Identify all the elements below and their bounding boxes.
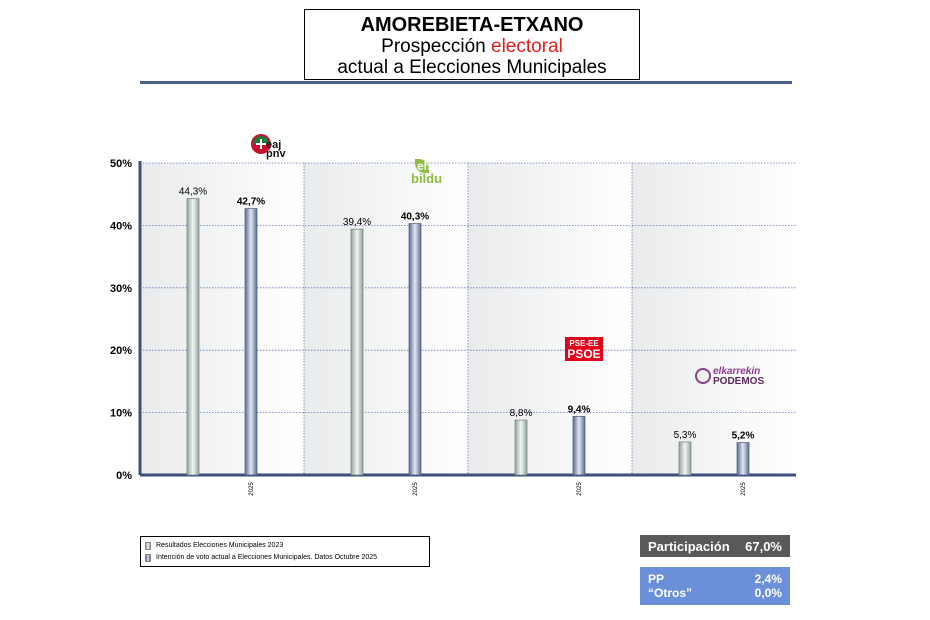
chart-subtitle-line1: Prospección electoral (305, 36, 639, 57)
y-tick-label: 0% (116, 470, 132, 482)
podemos-logo-line1: elkarrekin (713, 366, 761, 377)
psoe-logo-line1: PSE-EE (569, 339, 599, 348)
chart-legend: Resultados Elecciones Municipales 2023 I… (140, 536, 430, 567)
bar-2025 (736, 442, 750, 476)
data-label: 8,8% (510, 408, 533, 419)
data-label: 39,4% (343, 217, 371, 228)
y-tick-label: 30% (110, 283, 132, 295)
other-party-row-otros: “Otros” 0,0% (648, 586, 782, 600)
y-tick-label: 20% (110, 345, 132, 357)
title-box: AMOREBIETA-ETXANO Prospección electoral … (304, 9, 640, 80)
y-tick-label: 10% (110, 408, 132, 420)
subtitle-prefix: Prospección (381, 36, 491, 57)
participation-box: Participación 67,0% (640, 535, 790, 557)
other-parties-box: PP 2,4% “Otros” 0,0% (640, 567, 790, 605)
bar-2023 (186, 198, 200, 476)
bildu-logo-text: bildu (411, 171, 443, 186)
legend-item-2025: Intención de voto actual a Elecciones Mu… (145, 552, 425, 564)
legend-label-2023: Resultados Elecciones Municipales 2023 (156, 542, 284, 549)
y-tick-label: 40% (110, 220, 132, 232)
podemos-logo-line2: PODEMOS (713, 376, 765, 387)
participation-value: 67,0% (745, 538, 782, 554)
x-tick-label: 2025 (413, 482, 419, 496)
other-party-label: “Otros” (648, 586, 693, 600)
data-label: 5,3% (674, 430, 697, 441)
eaj-pnv-mark-icon (251, 134, 271, 154)
bildu-leaf-icon (415, 159, 429, 173)
podemos-logo: elkarrekin PODEMOS (695, 366, 773, 388)
category-panel (304, 163, 468, 475)
data-label: 40,3% (401, 212, 429, 223)
psoe-logo: PSE-EE PSOE (565, 337, 603, 361)
x-tick-label: 2025 (249, 482, 255, 496)
bar-2023 (350, 228, 364, 476)
participation-label: Participación (648, 538, 730, 554)
bar-2023 (678, 441, 692, 476)
legend-swatch-2025 (145, 554, 151, 562)
category-panel (468, 163, 632, 475)
bildu-logo-eh: eh (417, 159, 432, 173)
data-label: 44,3% (179, 187, 207, 198)
category-panel (140, 163, 304, 475)
legend-label-2025: Intención de voto actual a Elecciones Mu… (156, 554, 378, 561)
chart-subtitle-line2: actual a Elecciones Municipales (337, 57, 607, 78)
chart-title: AMOREBIETA-ETXANO (360, 14, 584, 36)
eaj-pnv-logo: eaj pnv (250, 133, 298, 163)
bar-2023 (514, 419, 528, 476)
other-party-label: PP (648, 572, 665, 586)
y-tick-label: 50% (110, 158, 132, 170)
other-party-row-pp: PP 2,4% (648, 572, 782, 586)
podemos-heart-icon (695, 368, 711, 384)
title-rule (140, 81, 792, 84)
eaj-pnv-logo-text: eaj pnv (266, 139, 286, 160)
other-party-value: 0,0% (754, 586, 782, 600)
data-label: 42,7% (237, 197, 265, 208)
legend-swatch-2023 (145, 542, 151, 550)
eh-bildu-logo: eh bildu (408, 159, 452, 187)
other-party-value: 2,4% (754, 572, 782, 586)
x-tick-label: 2025 (741, 482, 747, 496)
psoe-logo-line2: PSOE (567, 347, 601, 361)
data-label: 5,2% (732, 431, 755, 442)
legend-item-2023: Resultados Elecciones Municipales 2023 (145, 540, 425, 552)
bar-2025 (408, 223, 422, 476)
subtitle-accent: electoral (491, 36, 563, 57)
bar-2025 (572, 415, 586, 476)
data-label: 9,4% (568, 404, 591, 415)
bar-2025 (244, 208, 258, 476)
x-tick-label: 2025 (577, 482, 583, 496)
category-panel (632, 163, 796, 475)
